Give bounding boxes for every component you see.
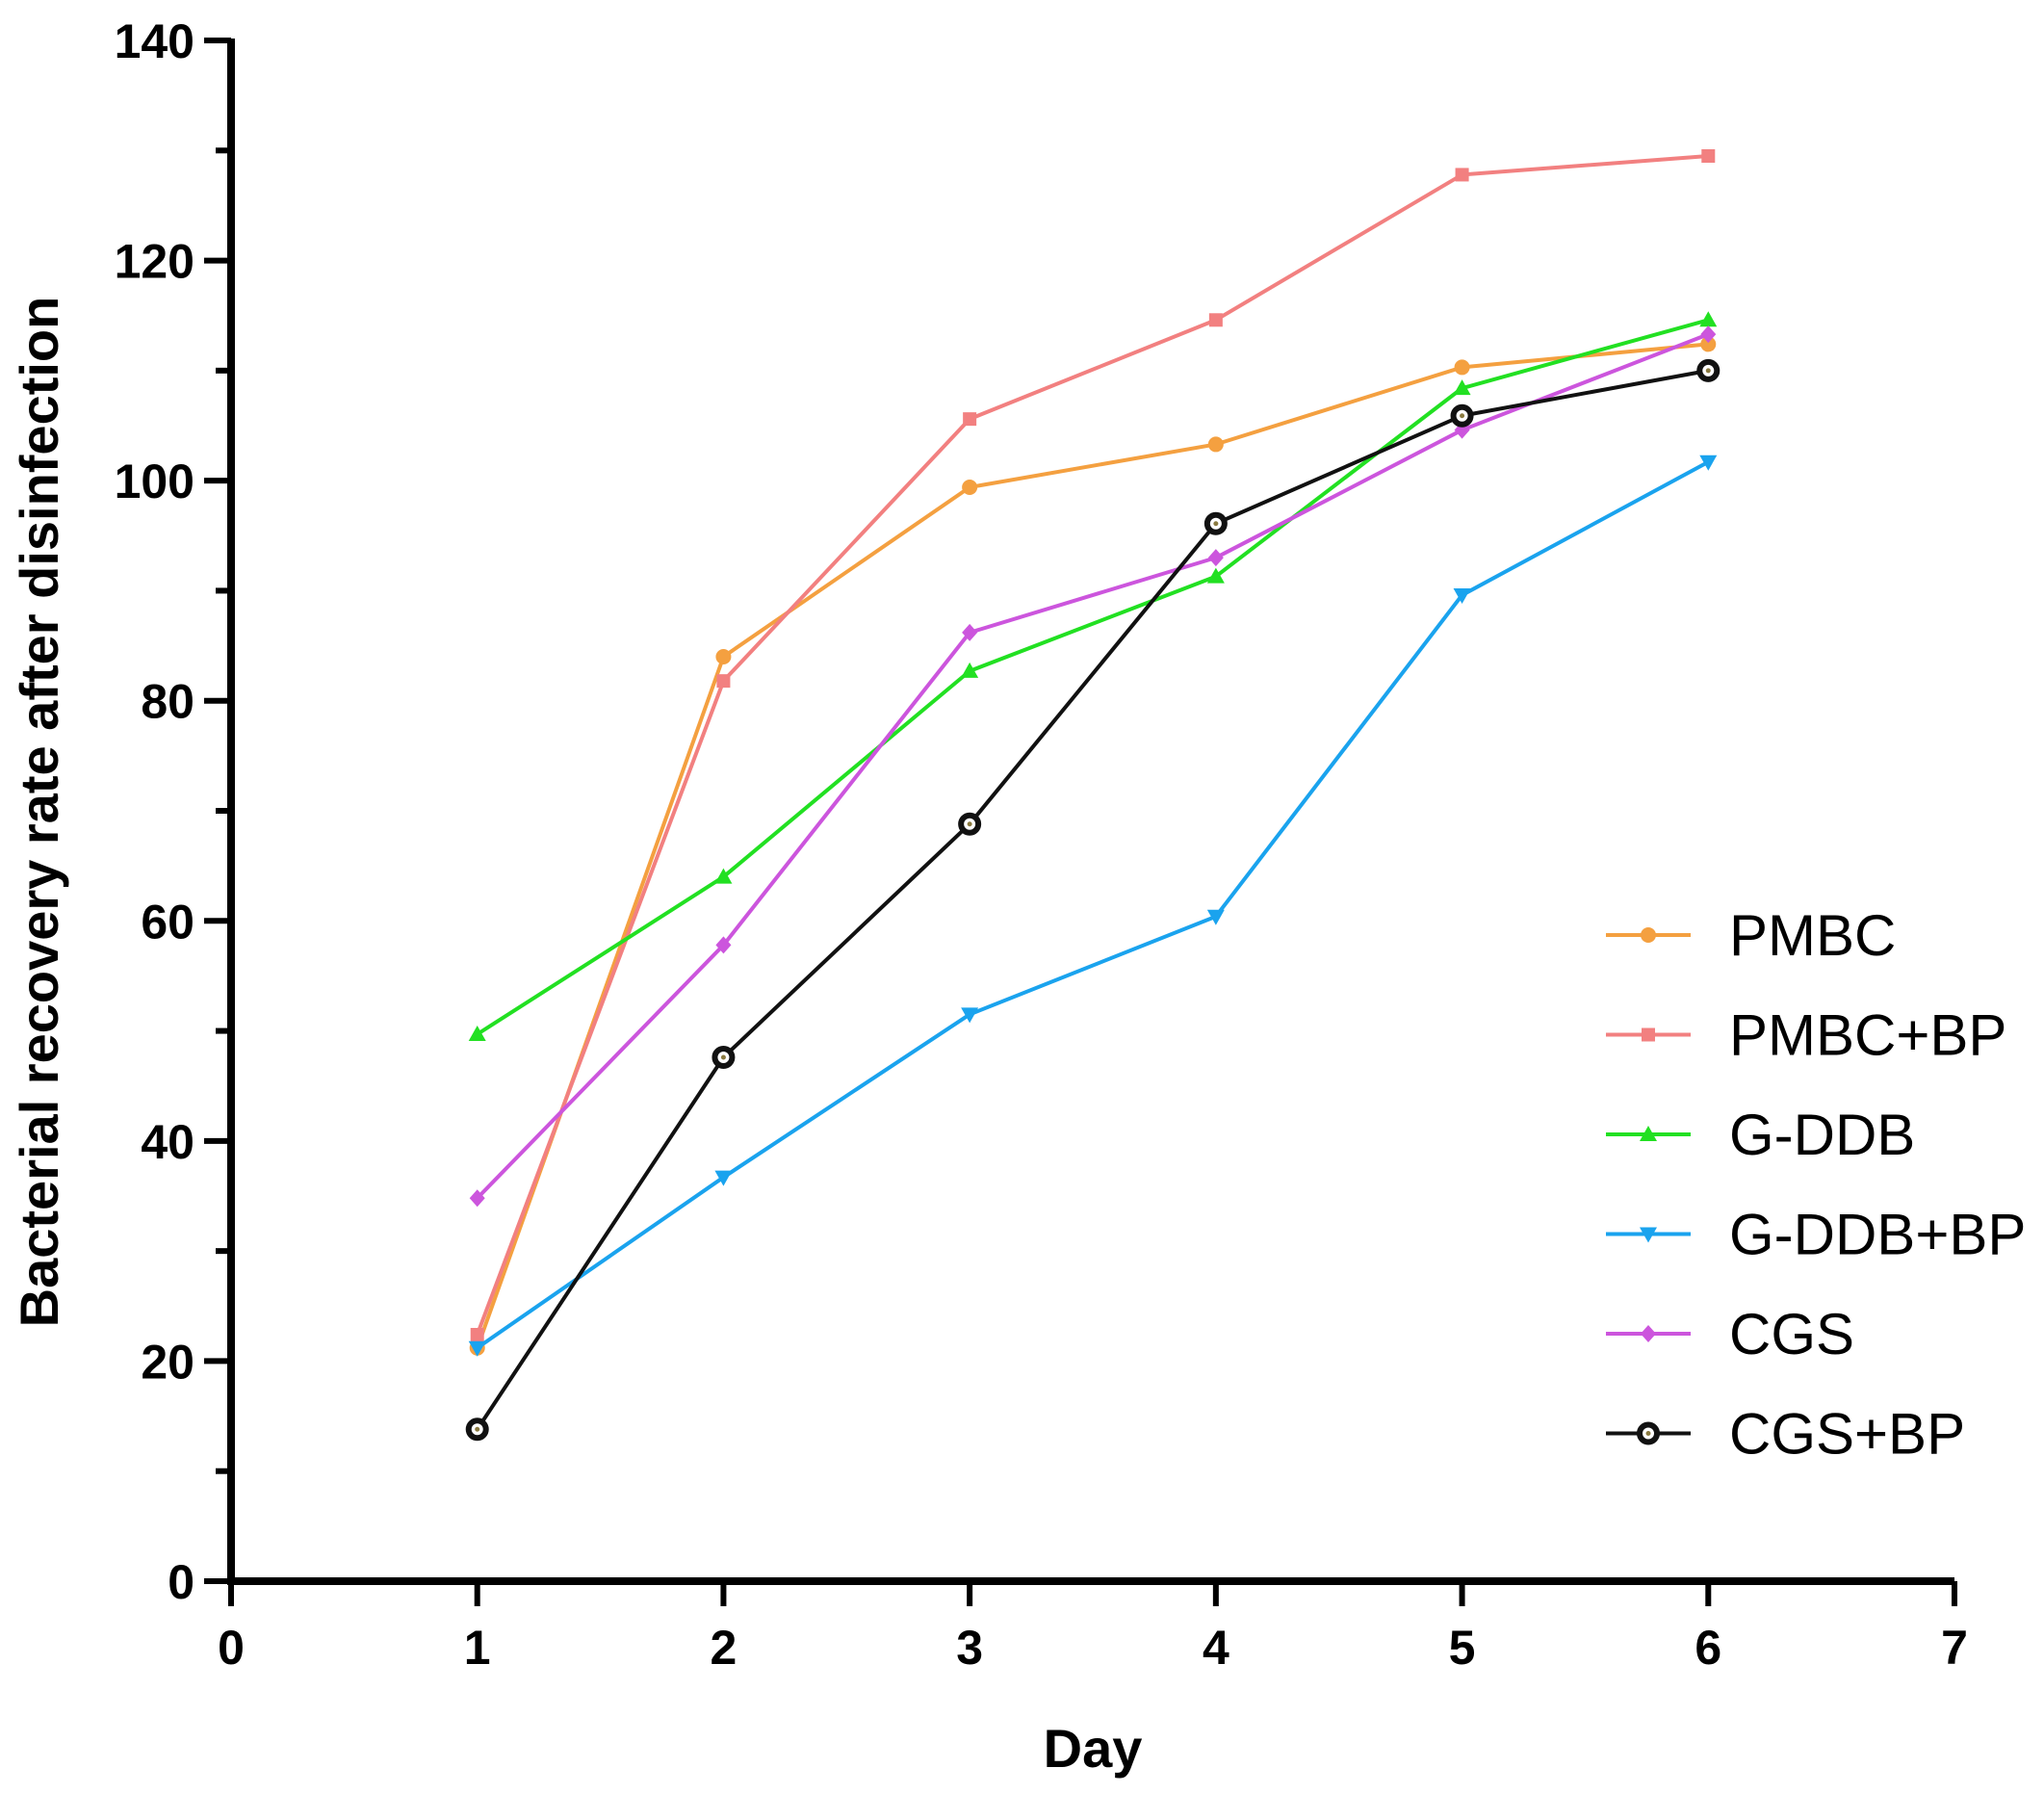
data-point-cgs-plus-bp-center [1705, 368, 1711, 374]
data-point-cgs [1700, 325, 1717, 344]
data-point-cgs-plus-bp-center [1460, 413, 1465, 419]
data-point-pmbc [1700, 336, 1717, 352]
data-point-g-ddb-plus-bp [1206, 909, 1225, 925]
data-point-cgs [715, 936, 732, 954]
y-tick-label: 0 [168, 1555, 194, 1609]
data-point-pmbc [962, 480, 978, 495]
series-line-cgs-plus-bp [476, 368, 1709, 1431]
series-pmbc [469, 336, 1717, 1356]
data-point-cgs [1207, 549, 1224, 567]
axes: 0 20 40 60 80 100 120 140 0 1 2 3 4 5 6 7 [115, 14, 1968, 1675]
legend-item-cgs: CGS [1606, 1302, 1854, 1366]
legend-label-g-ddb: G-DDB [1729, 1103, 1915, 1167]
series-line-g-ddb-plus-bp [476, 459, 1710, 1350]
series-line-pmbc-plus-bp [475, 154, 1709, 1336]
data-point-g-ddb [468, 1026, 486, 1041]
series-cgs [469, 325, 1717, 1208]
y-tick-label: 120 [115, 235, 194, 289]
data-point-pmbc [715, 649, 732, 664]
series-line-g-ddb [476, 318, 1709, 1036]
series-line-cgs [476, 332, 1710, 1200]
data-point-cgs-plus-bp-center [1213, 521, 1219, 527]
x-tick-label: 4 [1203, 1621, 1229, 1675]
series-pmbc-plus-bp [470, 149, 1716, 1341]
data-point-pmbc-plus-bp [716, 674, 731, 689]
series-cgs-plus-bp [465, 358, 1721, 1442]
legend-marker-pmbc-plus-bp [1642, 1027, 1655, 1042]
data-point-pmbc-plus-bp [963, 412, 977, 427]
x-tick-label: 5 [1449, 1621, 1476, 1675]
legend-item-cgs-plus-bp: CGS+BP [1606, 1402, 1965, 1467]
legend-marker-cgs [1641, 1325, 1656, 1342]
data-point-g-ddb-plus-bp [1453, 588, 1471, 604]
y-tick-label: 140 [115, 14, 194, 68]
data-point-pmbc-plus-bp [1455, 168, 1469, 182]
data-point-cgs [962, 623, 978, 641]
legend-marker-pmbc [1641, 927, 1656, 943]
legend-label-g-ddb-plus-bp: G-DDB+BP [1729, 1203, 2026, 1267]
data-point-pmbc [1454, 359, 1470, 376]
data-point-cgs-plus-bp-center [967, 821, 972, 827]
y-axis-title: Bacterial recovery rate after disinfecti… [9, 297, 69, 1328]
legend-item-pmbc-plus-bp: PMBC+BP [1606, 1003, 2006, 1068]
data-point-g-ddb-plus-bp [961, 1007, 979, 1024]
x-tick-label: 6 [1695, 1621, 1721, 1675]
data-point-g-ddb [961, 662, 979, 678]
y-tick-label: 40 [141, 1115, 194, 1169]
data-point-pmbc-plus-bp [470, 1328, 484, 1341]
data-point-g-ddb [1206, 567, 1225, 584]
legend-label-pmbc: PMBC [1729, 903, 1896, 968]
x-axis-title: Day [1044, 1718, 1143, 1779]
data-point-g-ddb [714, 868, 733, 884]
x-tick-label: 2 [711, 1621, 737, 1675]
series-layer [465, 149, 1721, 1442]
data-point-cgs-plus-bp-center [720, 1054, 726, 1060]
legend: PMBC PMBC+BP G-DDB G-DDB+BP CGS CGS+BP [1606, 903, 2026, 1467]
data-point-g-ddb-plus-bp [1699, 455, 1718, 471]
y-tick-label: 20 [141, 1335, 194, 1389]
series-line-pmbc [475, 342, 1709, 1349]
y-tick-label: 60 [141, 895, 194, 949]
series-g-ddb [468, 311, 1718, 1041]
legend-label-cgs: CGS [1729, 1302, 1854, 1366]
y-tick-label: 80 [141, 675, 194, 729]
data-point-g-ddb [1453, 379, 1471, 396]
series-g-ddb-plus-bp [468, 455, 1718, 1357]
x-tick-label: 3 [956, 1621, 983, 1675]
data-point-pmbc-plus-bp [1701, 149, 1716, 163]
data-point-cgs-plus-bp-center [475, 1426, 480, 1432]
y-tick-label: 100 [115, 455, 194, 508]
data-point-g-ddb-plus-bp [714, 1170, 733, 1186]
data-point-pmbc [1207, 436, 1224, 453]
legend-item-pmbc: PMBC [1606, 903, 1896, 968]
x-tick-label: 1 [464, 1621, 491, 1675]
x-tick-label: 7 [1941, 1621, 1968, 1675]
legend-label-pmbc-plus-bp: PMBC+BP [1729, 1003, 2006, 1068]
legend-item-g-ddb-plus-bp: G-DDB+BP [1606, 1203, 2026, 1267]
legend-marker-g-ddb-plus-bp [1640, 1227, 1657, 1243]
legend-marker-cgs-plus-bp-center [1645, 1431, 1651, 1436]
legend-item-g-ddb: G-DDB [1606, 1103, 1915, 1167]
data-point-g-ddb-plus-bp [468, 1340, 486, 1357]
x-tick-label: 0 [218, 1621, 245, 1675]
data-point-pmbc-plus-bp [1208, 313, 1223, 327]
data-point-g-ddb [1699, 311, 1718, 327]
legend-marker-g-ddb [1640, 1126, 1657, 1141]
data-point-cgs [469, 1189, 485, 1208]
legend-label-cgs-plus-bp: CGS+BP [1729, 1402, 1965, 1467]
